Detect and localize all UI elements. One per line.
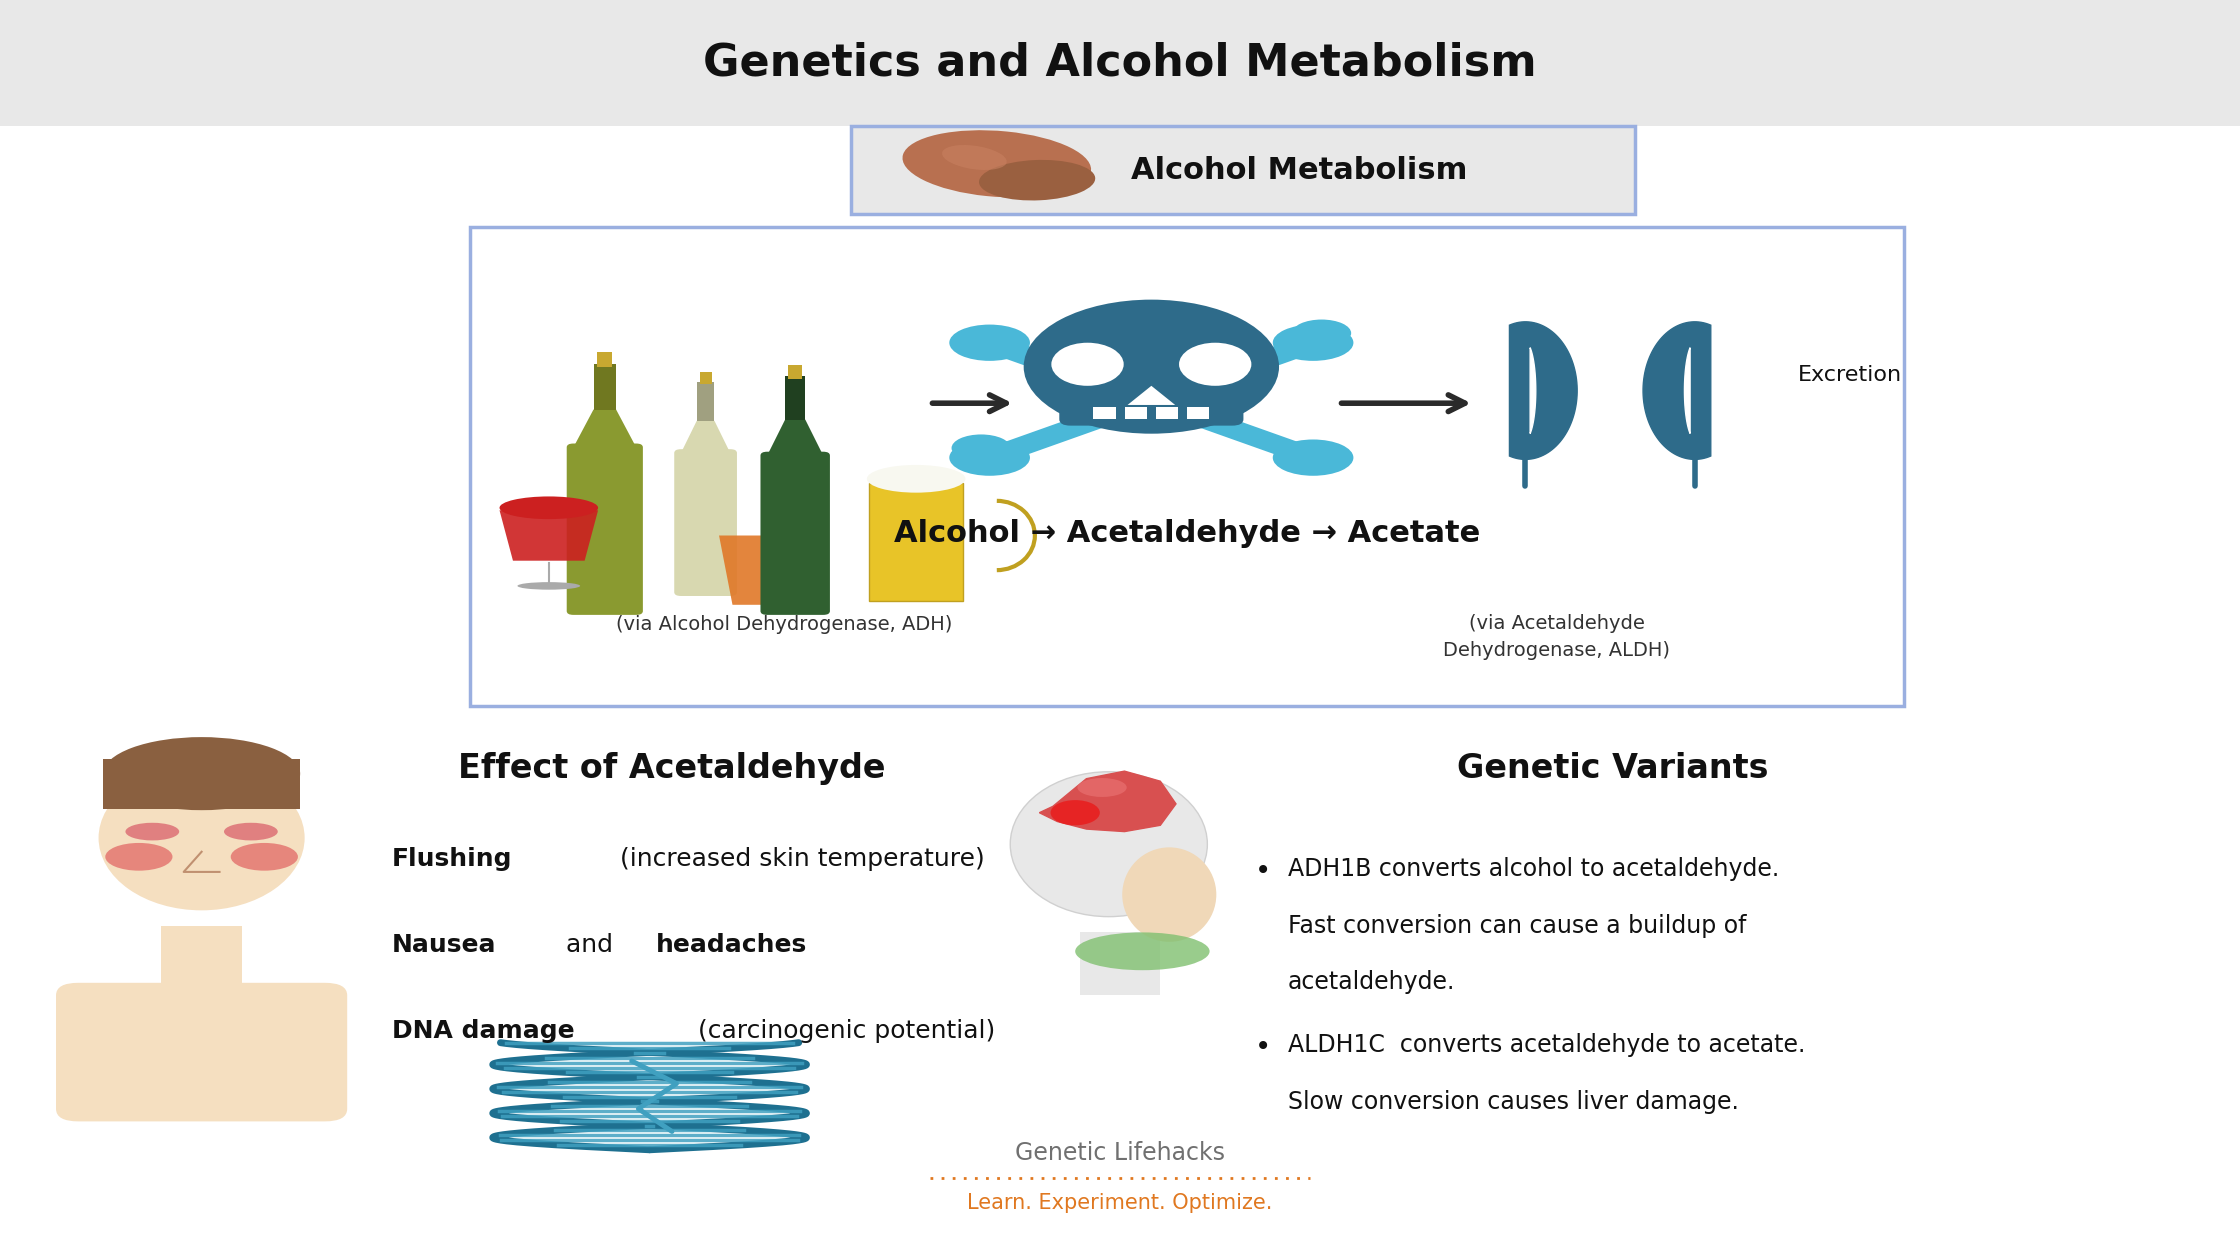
Ellipse shape	[1051, 343, 1124, 386]
Text: Effect of Acetaldehyde: Effect of Acetaldehyde	[459, 752, 885, 785]
Text: (carcinogenic potential): (carcinogenic potential)	[690, 1018, 995, 1043]
Ellipse shape	[125, 823, 179, 840]
FancyBboxPatch shape	[567, 444, 643, 615]
FancyBboxPatch shape	[784, 377, 806, 420]
Polygon shape	[1039, 771, 1176, 832]
FancyBboxPatch shape	[759, 452, 829, 615]
FancyBboxPatch shape	[697, 382, 715, 421]
Text: (via Acetaldehyde
Dehydrogenase, ALDH): (via Acetaldehyde Dehydrogenase, ALDH)	[1443, 614, 1671, 659]
Polygon shape	[1127, 386, 1176, 404]
FancyBboxPatch shape	[56, 983, 347, 1121]
Polygon shape	[719, 536, 818, 605]
Text: Fast conversion can cause a buildup of: Fast conversion can cause a buildup of	[1288, 914, 1747, 937]
Text: •: •	[1254, 1033, 1270, 1061]
Text: Genetic Lifehacks: Genetic Lifehacks	[1015, 1140, 1225, 1166]
Text: Learn. Experiment. Optimize.: Learn. Experiment. Optimize.	[968, 1193, 1272, 1213]
FancyBboxPatch shape	[1156, 407, 1178, 420]
FancyBboxPatch shape	[1187, 407, 1210, 420]
Text: •: •	[1254, 857, 1270, 885]
Ellipse shape	[950, 325, 1030, 360]
Polygon shape	[1684, 348, 1691, 433]
Polygon shape	[681, 421, 730, 452]
Ellipse shape	[1024, 300, 1279, 433]
Ellipse shape	[500, 496, 598, 519]
Polygon shape	[1644, 321, 1711, 460]
Text: Alcohol → Acetaldehyde → Acetate: Alcohol → Acetaldehyde → Acetate	[894, 519, 1481, 548]
Polygon shape	[500, 510, 598, 561]
Ellipse shape	[231, 843, 298, 871]
Ellipse shape	[224, 823, 278, 840]
FancyBboxPatch shape	[103, 759, 300, 809]
FancyBboxPatch shape	[594, 364, 616, 410]
Polygon shape	[573, 410, 636, 447]
Ellipse shape	[1272, 440, 1353, 476]
Polygon shape	[766, 420, 822, 455]
Ellipse shape	[1077, 777, 1127, 798]
Ellipse shape	[105, 843, 172, 871]
FancyBboxPatch shape	[598, 352, 612, 367]
Text: Nausea: Nausea	[392, 932, 497, 958]
FancyBboxPatch shape	[674, 449, 737, 596]
Ellipse shape	[943, 145, 1006, 170]
Text: Genetic Variants: Genetic Variants	[1456, 752, 1770, 785]
Ellipse shape	[1178, 343, 1252, 386]
Ellipse shape	[1292, 320, 1351, 347]
FancyBboxPatch shape	[161, 926, 242, 995]
Text: DNA damage: DNA damage	[392, 1018, 576, 1043]
Ellipse shape	[903, 130, 1091, 198]
Ellipse shape	[1075, 932, 1210, 970]
FancyBboxPatch shape	[869, 483, 963, 601]
Text: Flushing: Flushing	[392, 847, 513, 872]
Ellipse shape	[1272, 325, 1353, 360]
Text: acetaldehyde.: acetaldehyde.	[1288, 970, 1456, 994]
Text: ADH1B converts alcohol to acetaldehyde.: ADH1B converts alcohol to acetaldehyde.	[1288, 857, 1779, 881]
FancyBboxPatch shape	[0, 0, 2240, 126]
Ellipse shape	[1051, 800, 1100, 825]
Ellipse shape	[103, 737, 300, 810]
Ellipse shape	[1122, 847, 1216, 942]
Ellipse shape	[1010, 771, 1207, 917]
FancyBboxPatch shape	[1093, 407, 1116, 420]
FancyBboxPatch shape	[1060, 374, 1243, 426]
Ellipse shape	[517, 582, 580, 590]
FancyBboxPatch shape	[788, 364, 802, 379]
Text: (via Alcohol Dehydrogenase, ADH): (via Alcohol Dehydrogenase, ADH)	[616, 615, 952, 634]
Text: headaches: headaches	[656, 932, 809, 958]
Text: Alcohol Metabolism: Alcohol Metabolism	[1131, 155, 1467, 185]
Text: Genetics and Alcohol Metabolism: Genetics and Alcohol Metabolism	[703, 42, 1537, 84]
Polygon shape	[1530, 348, 1537, 433]
Ellipse shape	[979, 160, 1095, 200]
FancyBboxPatch shape	[470, 227, 1904, 706]
Text: (increased skin temperature): (increased skin temperature)	[612, 847, 983, 872]
FancyBboxPatch shape	[699, 372, 712, 384]
Ellipse shape	[99, 765, 305, 910]
FancyBboxPatch shape	[851, 126, 1635, 214]
Text: ALDH1C  converts acetaldehyde to acetate.: ALDH1C converts acetaldehyde to acetate.	[1288, 1033, 1805, 1057]
Ellipse shape	[867, 465, 965, 493]
FancyBboxPatch shape	[1124, 407, 1147, 420]
Ellipse shape	[952, 435, 1010, 461]
Text: and: and	[558, 932, 620, 958]
Text: Slow conversion causes liver damage.: Slow conversion causes liver damage.	[1288, 1090, 1738, 1114]
Polygon shape	[1510, 321, 1577, 460]
Ellipse shape	[950, 440, 1030, 476]
FancyBboxPatch shape	[1080, 932, 1160, 995]
Text: Excretion: Excretion	[1799, 364, 1902, 384]
